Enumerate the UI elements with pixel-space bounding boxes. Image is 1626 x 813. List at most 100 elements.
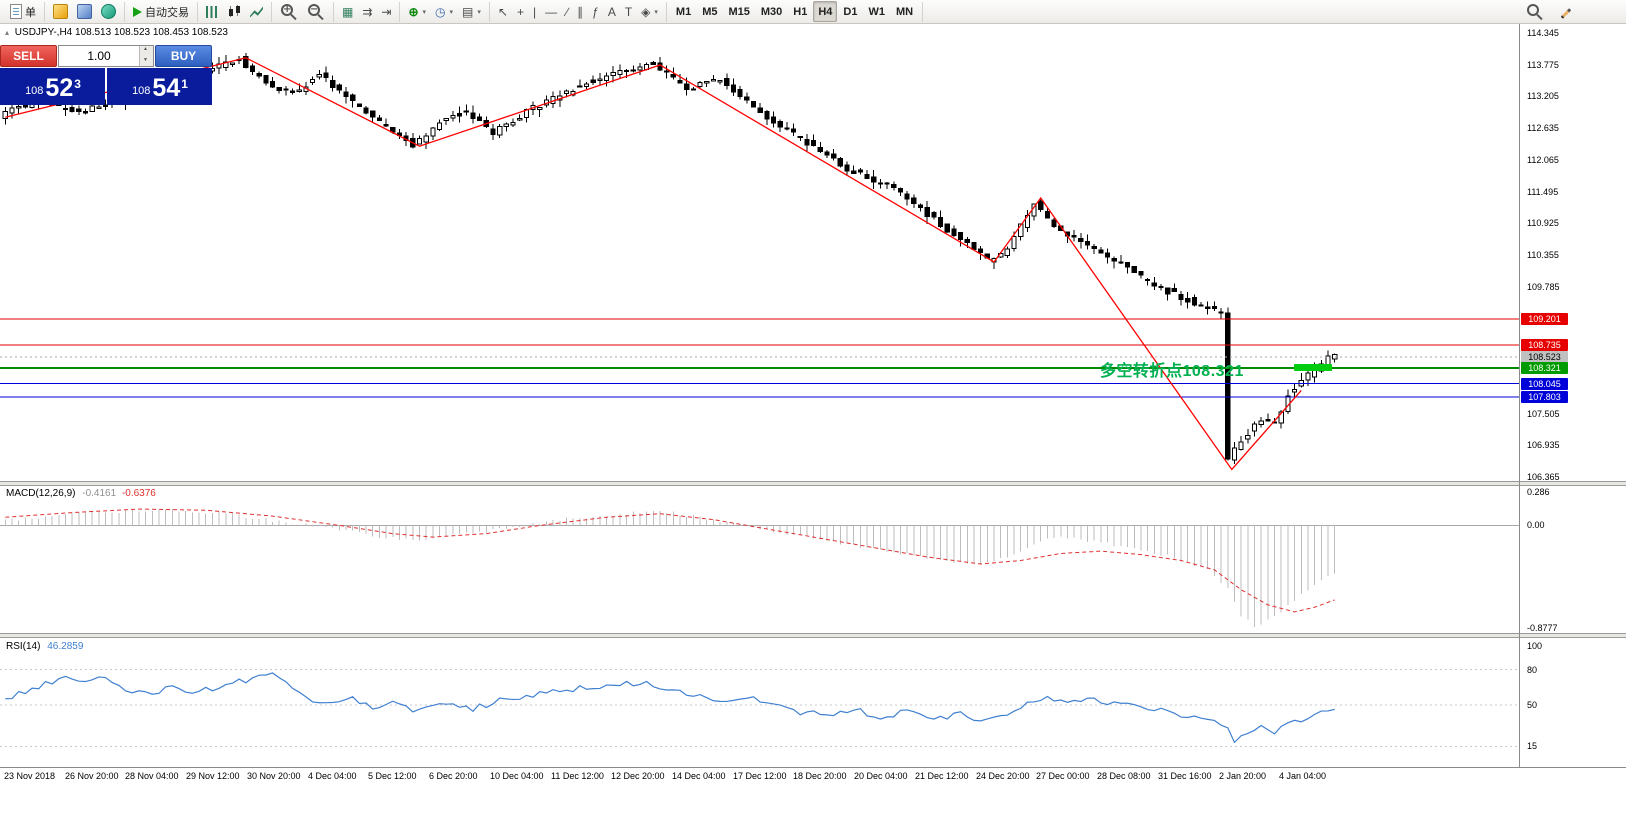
price-tick-label: 114.345 bbox=[1527, 28, 1559, 38]
level-price-label: 108.735 bbox=[1521, 339, 1568, 352]
chart-ohlc-header: USDJPY-,H4 108.513 108.523 108.453 108.5… bbox=[5, 27, 228, 38]
chart-shift-button[interactable]: ⇥ bbox=[377, 1, 395, 22]
timeframe-h1-label: H1 bbox=[793, 5, 808, 18]
pivot-annotation-marker[interactable] bbox=[1294, 364, 1332, 372]
tile-windows-button[interactable]: ▦ bbox=[338, 1, 357, 22]
timeframe-m5-button[interactable]: M5 bbox=[697, 1, 722, 22]
time-tick-label: 28 Dec 08:00 bbox=[1097, 771, 1151, 781]
sell-price-sup: 3 bbox=[74, 77, 81, 91]
market-watch-button[interactable] bbox=[49, 1, 72, 22]
arrows-button[interactable]: ◈ ▾ bbox=[637, 1, 662, 22]
timeframe-mn-label: MN bbox=[895, 5, 914, 18]
time-tick-label: 21 Dec 12:00 bbox=[915, 771, 969, 781]
timeframe-h1-button[interactable]: H1 bbox=[788, 1, 812, 22]
line-chart-button[interactable] bbox=[246, 1, 267, 22]
rsi-name: RSI(14) bbox=[6, 641, 41, 652]
buy-button[interactable]: BUY bbox=[155, 45, 212, 67]
dropdown-arrow-icon[interactable]: ▾ bbox=[477, 8, 481, 16]
cursor-button[interactable]: ↖ bbox=[494, 1, 512, 22]
price-tick-label: 112.635 bbox=[1527, 123, 1559, 134]
zoom-out-button[interactable] bbox=[303, 1, 329, 22]
price-axis-border bbox=[1519, 24, 1520, 785]
mql5-community-button[interactable] bbox=[97, 1, 120, 22]
collapse-panel-icon[interactable] bbox=[5, 28, 9, 37]
autotrading-label: 自动交易 bbox=[145, 6, 189, 19]
group-windows bbox=[45, 1, 125, 22]
autotrading-button[interactable]: 自动交易 bbox=[129, 1, 193, 22]
zoom-in-button[interactable] bbox=[276, 1, 302, 22]
time-tick-label: 31 Dec 16:00 bbox=[1158, 771, 1212, 781]
candlestick-chart-button[interactable] bbox=[224, 1, 245, 22]
crosshair-button[interactable]: + bbox=[513, 1, 528, 22]
timeframe-d1-label: D1 bbox=[843, 5, 858, 18]
timeframe-w1-button[interactable]: W1 bbox=[863, 1, 890, 22]
text-button[interactable]: A bbox=[604, 1, 620, 22]
sell-price-prefix: 108 bbox=[25, 85, 44, 97]
channel-button[interactable]: ∥ bbox=[573, 1, 587, 22]
auto-scroll-button[interactable]: ⇉ bbox=[358, 1, 376, 22]
price-tick-label: 112.065 bbox=[1527, 154, 1559, 165]
toolbar-right bbox=[1522, 1, 1624, 22]
spinner-down-icon[interactable] bbox=[140, 56, 153, 66]
price-chart[interactable] bbox=[0, 24, 1519, 481]
spinner-up-icon[interactable] bbox=[140, 46, 153, 56]
timeframe-mn-button[interactable]: MN bbox=[891, 1, 918, 22]
group-chart-type bbox=[198, 1, 272, 22]
buy-price[interactable]: 108 54 1 bbox=[107, 68, 212, 105]
horizontal-line-button[interactable]: — bbox=[541, 1, 561, 22]
rsi-panel[interactable] bbox=[0, 639, 1519, 767]
level-lines bbox=[0, 318, 1519, 398]
time-axis[interactable]: 23 Nov 2018 26 Nov 20:00 28 Nov 04:00 29 No… bbox=[0, 767, 1626, 786]
rsi-label: RSI(14) 46.2859 bbox=[6, 641, 83, 652]
time-tick-label: 29 Nov 12:00 bbox=[186, 771, 240, 781]
volume-spinner[interactable] bbox=[139, 46, 153, 66]
volume-value[interactable]: 1.00 bbox=[87, 49, 111, 63]
trendline-button[interactable]: ∕ bbox=[562, 1, 572, 22]
timeframe-m30-button[interactable]: M30 bbox=[756, 1, 787, 22]
price-tick-label: 106.365 bbox=[1527, 472, 1560, 482]
panel-separator[interactable] bbox=[0, 481, 1626, 486]
cursor-icon: ↖ bbox=[497, 4, 508, 19]
new-order-button[interactable]: 单 bbox=[6, 1, 40, 22]
search-icon bbox=[1527, 3, 1539, 16]
trade-prices-row: 108 52 3 108 54 1 bbox=[0, 68, 212, 105]
pencil-button[interactable] bbox=[1554, 1, 1578, 22]
time-tick-label: 30 Nov 20:00 bbox=[247, 771, 301, 781]
sell-price[interactable]: 108 52 3 bbox=[0, 68, 105, 105]
templates-button[interactable]: ▤ ▾ bbox=[458, 1, 485, 22]
label-button[interactable]: T bbox=[621, 1, 636, 22]
price-tick-label: 113.775 bbox=[1527, 59, 1559, 70]
volume-field[interactable]: 1.00 bbox=[58, 45, 154, 67]
time-tick-label: 18 Dec 20:00 bbox=[793, 771, 847, 781]
timeframe-d1-button[interactable]: D1 bbox=[838, 1, 862, 22]
vertical-line-button[interactable]: | bbox=[529, 1, 540, 22]
search-button[interactable] bbox=[1522, 1, 1548, 22]
bar-chart-icon bbox=[206, 5, 219, 18]
chart-shift-icon: ⇥ bbox=[381, 4, 392, 19]
macd-value-signal: -0.6376 bbox=[121, 488, 156, 499]
panel-separator[interactable] bbox=[0, 633, 1626, 638]
indicators-button[interactable]: ⊕ ▾ bbox=[404, 1, 430, 22]
data-window-button[interactable] bbox=[73, 1, 96, 22]
dropdown-arrow-icon[interactable]: ▾ bbox=[654, 8, 658, 16]
price-tick-label: 107.505 bbox=[1527, 408, 1560, 419]
timeframe-h4-label: H4 bbox=[818, 5, 833, 18]
fibonacci-button[interactable]: ƒ bbox=[588, 1, 603, 22]
line-chart-icon bbox=[250, 6, 263, 18]
macd-panel[interactable] bbox=[0, 486, 1519, 633]
price-tick-label: 110.925 bbox=[1527, 218, 1559, 229]
sell-button[interactable]: SELL bbox=[0, 45, 57, 67]
time-tick-label: 26 Nov 20:00 bbox=[65, 771, 119, 781]
time-tick-label: 4 Dec 04:00 bbox=[308, 771, 357, 781]
timeframe-m1-button[interactable]: M1 bbox=[671, 1, 696, 22]
macd-value-main: -0.4161 bbox=[82, 488, 117, 499]
periods-button[interactable]: ◷ ▾ bbox=[431, 1, 457, 22]
timeframe-h4-button[interactable]: H4 bbox=[813, 1, 838, 22]
bar-chart-button[interactable] bbox=[202, 1, 223, 22]
timeframe-w1-label: W1 bbox=[868, 5, 885, 18]
pivot-annotation-text[interactable]: 多空转折点108.321 bbox=[1100, 363, 1244, 381]
timeframe-m15-button[interactable]: M15 bbox=[723, 1, 754, 22]
rsi-line bbox=[5, 672, 1335, 744]
dropdown-arrow-icon[interactable]: ▾ bbox=[449, 8, 454, 16]
dropdown-arrow-icon[interactable]: ▾ bbox=[422, 8, 427, 16]
